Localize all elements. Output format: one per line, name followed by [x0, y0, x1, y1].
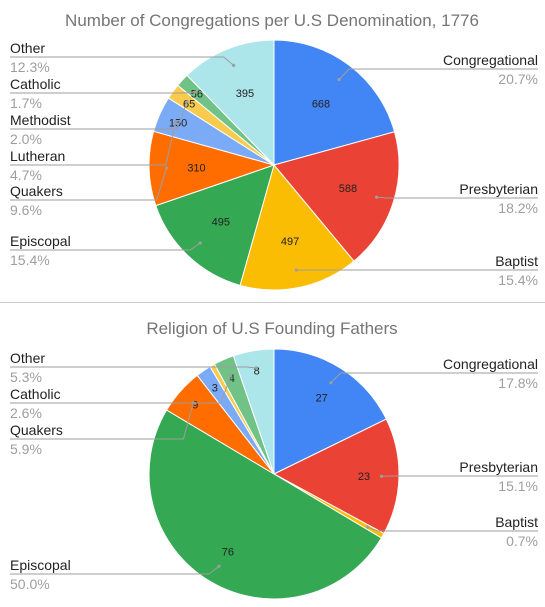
chart-2-percent-episcopal: 50.0%: [10, 576, 50, 592]
chart-2-leader-episcopal: [10, 565, 220, 575]
chart-1-percent-presbyterian: 18.2%: [498, 200, 538, 216]
chart-2-value-other: 8: [254, 365, 260, 377]
chart-1-leader-methodist: [10, 101, 188, 130]
chart-2-slice-episcopal: [148, 409, 383, 600]
chart-1-percent-congregational: 20.7%: [498, 71, 538, 87]
chart-1-label-lutheran: Lutheran: [10, 148, 65, 164]
chart-2-leader-catholic: [10, 375, 232, 404]
chart-2-slice-other: [232, 348, 275, 475]
chart-2-leader-dot-presbyterian: [379, 474, 384, 478]
chart-1-percent-baptist: 15.4%: [498, 272, 538, 288]
chart-2-percent-baptist: 0.7%: [506, 533, 538, 549]
chart-1-label-baptist: Baptist: [495, 253, 538, 269]
chart-1-slice-quakers: [148, 130, 276, 207]
chart-1-slice-congregational: [273, 39, 396, 166]
chart-1-leader-dot-lutheran: [174, 119, 178, 123]
chart-1-value-quakers: 310: [187, 162, 205, 174]
chart-2-percent-quakers: 5.9%: [10, 441, 42, 457]
chart-1-label-presbyterian: Presbyterian: [459, 181, 538, 197]
chart-1-leader-dot-methodist: [185, 100, 189, 104]
chart-1-leader-catholic: [10, 91, 196, 94]
chart-1-leader-episcopal: [10, 242, 201, 251]
chart-divider: [0, 302, 545, 303]
chart-1-percent-episcopal: 15.4%: [10, 252, 50, 268]
chart-1-leader-quakers: [10, 167, 167, 201]
chart-2-slice-congregational: [273, 348, 387, 475]
chart-2-label-episcopal: Episcopal: [10, 557, 71, 573]
chart-1-leader-lutheran: [10, 121, 177, 166]
chart-2-leader-dot-episcopal: [217, 564, 221, 568]
chart-2-value-quakers: 9: [192, 400, 198, 412]
chart-2-value-catholic: 4: [229, 373, 235, 385]
chart-1-leader-presbyterian: [376, 196, 538, 199]
chart-1-label-quakers: Quakers: [10, 183, 63, 199]
chart-2-value-presbyterian: 23: [358, 471, 370, 483]
chart-2-label-baptist: Baptist: [495, 514, 538, 530]
chart-1-value-congregational: 668: [312, 98, 330, 110]
chart-1-label-catholic: Catholic: [10, 76, 61, 92]
chart-2-percent-other: 5.3%: [10, 369, 42, 385]
chart-2-leader-dot-catholic: [229, 374, 233, 378]
chart-1-value-episcopal: 495: [212, 216, 230, 228]
chart-1-leader-dot-quakers: [164, 166, 169, 170]
chart-2-value-lutheran: 3: [212, 382, 218, 394]
chart-2-leader-baptist: [367, 526, 538, 532]
chart-1-value-baptist: 497: [281, 236, 299, 248]
chart-2-leader-congregational: [330, 372, 538, 384]
chart-2-percent-congregational: 17.8%: [498, 375, 538, 391]
chart-2-label-catholic: Catholic: [10, 386, 61, 402]
chart-1-leader-dot-episcopal: [198, 241, 202, 245]
chart-1-leader-dot-baptist: [294, 268, 298, 272]
chart-1-leader-dot-catholic: [193, 90, 197, 94]
chart-1-slice-other: [186, 39, 275, 167]
chart-1-leader-congregational: [338, 68, 538, 80]
chart-2-leader-dot-baptist: [365, 525, 370, 529]
chart-2-label-presbyterian: Presbyterian: [459, 459, 538, 475]
chart-1-leader-dot-presbyterian: [375, 195, 379, 199]
chart-1-percent-other: 12.3%: [10, 59, 50, 75]
chart-1-leader-other: [10, 56, 234, 66]
chart-1-value-lutheran: 150: [169, 117, 187, 129]
chart-1-label-congregational: Congregational: [443, 52, 538, 68]
chart-1-label-methodist: Methodist: [10, 112, 71, 128]
chart-2-leader-other: [10, 366, 257, 369]
chart-1-percent-lutheran: 4.7%: [10, 167, 42, 183]
chart-2-value-episcopal: 76: [222, 546, 234, 558]
chart-1-value-other: 395: [236, 88, 254, 100]
chart-1-value-presbyterian: 588: [339, 183, 357, 195]
chart-2-percent-catholic: 2.6%: [10, 405, 42, 421]
chart-1-leader-dot-congregational: [337, 77, 341, 82]
chart-1-percent-quakers: 9.6%: [10, 202, 42, 218]
chart-2-label-quakers: Quakers: [10, 422, 63, 438]
chart-2-value-congregational: 27: [316, 393, 328, 405]
chart-1-percent-catholic: 1.7%: [10, 95, 42, 111]
chart-1-leader-dot-other: [232, 63, 236, 67]
chart-1-slice-episcopal: [155, 164, 275, 286]
chart-2-percent-presbyterian: 15.1%: [498, 478, 538, 494]
chart-2-leader-quakers: [10, 402, 194, 440]
chart-2-leader-dot-congregational: [329, 381, 333, 385]
chart-2-leader-dot-other: [254, 366, 258, 370]
chart-2-title: Religion of U.S Founding Fathers: [146, 319, 397, 338]
chart-1-slice-baptist: [239, 163, 355, 291]
chart-1-label-other: Other: [10, 40, 45, 56]
chart-1-label-episcopal: Episcopal: [10, 233, 71, 249]
chart-1-title: Number of Congregations per U.S Denomina…: [65, 11, 479, 30]
chart-1-slice-presbyterian: [273, 131, 400, 262]
chart-2-label-other: Other: [10, 350, 45, 366]
chart-1-percent-methodist: 2.0%: [10, 131, 42, 147]
chart-2-label-congregational: Congregational: [443, 356, 538, 372]
chart-2-slice-presbyterian: [272, 418, 400, 535]
